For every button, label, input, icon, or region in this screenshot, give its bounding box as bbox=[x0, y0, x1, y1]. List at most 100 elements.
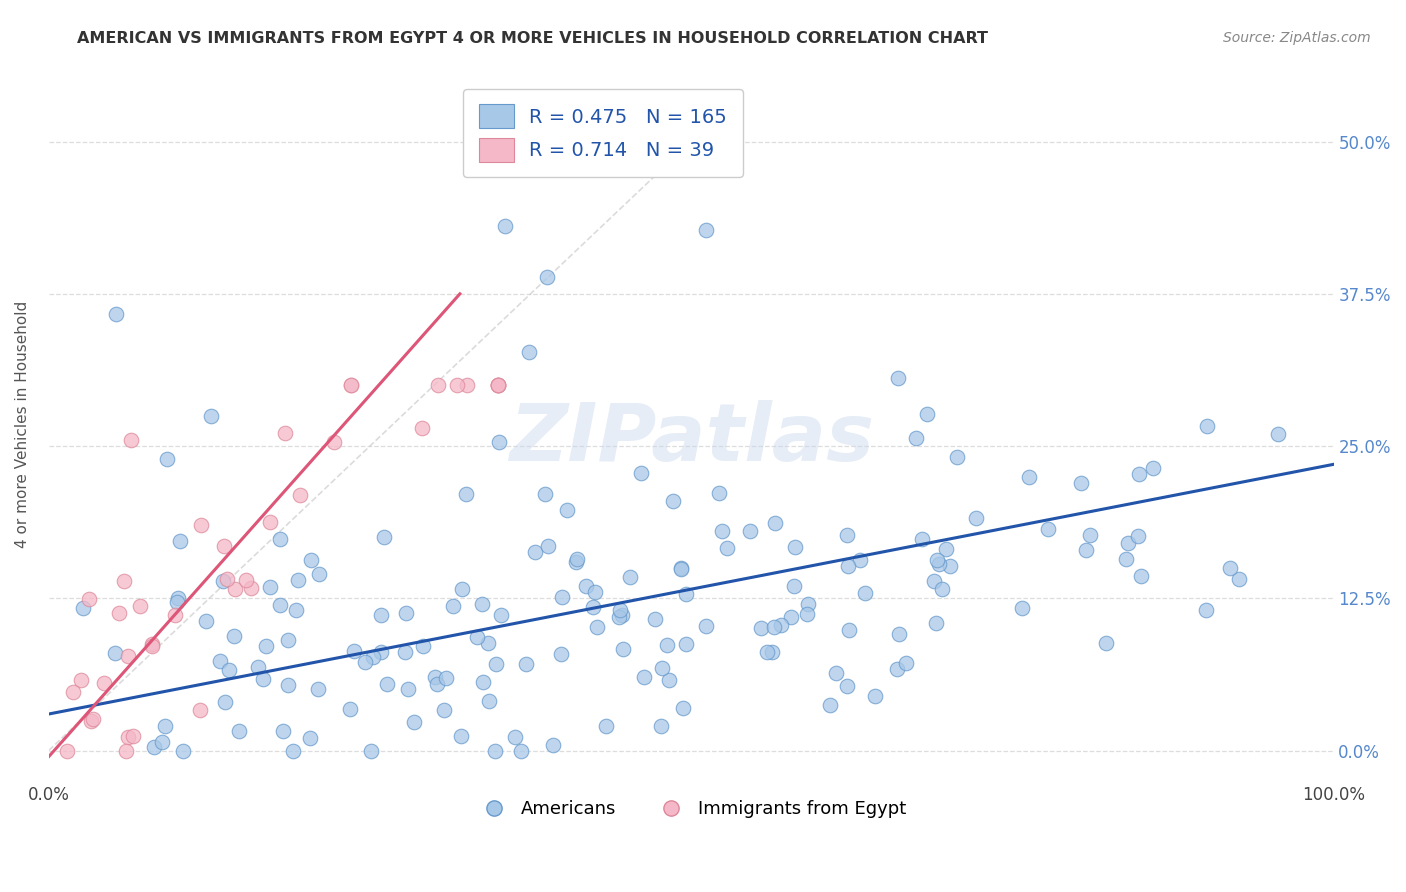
Point bbox=[610, 608, 633, 623]
Point bbox=[117, 648, 139, 663]
Point bbox=[925, 553, 948, 567]
Point bbox=[411, 421, 433, 435]
Point bbox=[612, 642, 634, 657]
Point bbox=[395, 607, 418, 621]
Point bbox=[517, 345, 540, 359]
Point bbox=[394, 645, 416, 659]
Point bbox=[256, 639, 278, 653]
Point bbox=[939, 558, 962, 573]
Point bbox=[343, 644, 366, 658]
Point bbox=[404, 714, 426, 729]
Point bbox=[115, 743, 138, 757]
Point bbox=[217, 572, 239, 586]
Point bbox=[1219, 561, 1241, 575]
Point bbox=[163, 607, 186, 622]
Point bbox=[212, 574, 235, 588]
Point bbox=[837, 559, 859, 574]
Point bbox=[141, 639, 163, 653]
Point bbox=[122, 729, 145, 743]
Point bbox=[433, 703, 456, 717]
Point bbox=[695, 619, 717, 633]
Point bbox=[274, 425, 297, 440]
Point bbox=[837, 679, 859, 693]
Point bbox=[228, 723, 250, 738]
Point bbox=[224, 582, 246, 596]
Point bbox=[361, 650, 384, 665]
Point bbox=[450, 582, 472, 596]
Point bbox=[848, 553, 870, 567]
Point bbox=[166, 591, 188, 605]
Point bbox=[536, 270, 558, 285]
Point bbox=[575, 579, 598, 593]
Point bbox=[503, 730, 526, 744]
Point bbox=[212, 540, 235, 554]
Point bbox=[762, 620, 785, 634]
Point bbox=[471, 597, 494, 611]
Point bbox=[711, 524, 734, 538]
Point bbox=[141, 637, 163, 651]
Point bbox=[77, 592, 100, 607]
Point bbox=[838, 623, 860, 637]
Text: Source: ZipAtlas.com: Source: ZipAtlas.com bbox=[1223, 31, 1371, 45]
Point bbox=[889, 627, 911, 641]
Point bbox=[284, 603, 307, 617]
Point bbox=[441, 599, 464, 614]
Point bbox=[235, 573, 257, 587]
Point bbox=[551, 590, 574, 604]
Point bbox=[194, 615, 217, 629]
Point bbox=[456, 487, 478, 501]
Point bbox=[662, 494, 685, 508]
Point bbox=[911, 532, 934, 546]
Point bbox=[62, 685, 84, 699]
Point bbox=[471, 674, 494, 689]
Point bbox=[396, 682, 419, 697]
Point bbox=[797, 597, 820, 611]
Legend: Americans, Immigrants from Egypt: Americans, Immigrants from Egypt bbox=[470, 793, 914, 825]
Point bbox=[946, 450, 969, 465]
Point bbox=[928, 557, 950, 571]
Point bbox=[222, 629, 245, 643]
Point bbox=[370, 645, 392, 659]
Point bbox=[783, 579, 806, 593]
Point bbox=[755, 645, 778, 659]
Point bbox=[373, 530, 395, 544]
Point bbox=[82, 713, 104, 727]
Point bbox=[299, 731, 322, 746]
Point bbox=[633, 670, 655, 684]
Point bbox=[104, 646, 127, 660]
Point bbox=[93, 676, 115, 690]
Point bbox=[112, 574, 135, 589]
Point bbox=[609, 603, 631, 617]
Point bbox=[465, 630, 488, 644]
Point bbox=[214, 695, 236, 709]
Point bbox=[72, 600, 94, 615]
Point bbox=[863, 690, 886, 704]
Point bbox=[169, 533, 191, 548]
Point bbox=[1080, 528, 1102, 542]
Point bbox=[423, 670, 446, 684]
Point bbox=[277, 633, 299, 648]
Point bbox=[290, 488, 312, 502]
Point bbox=[446, 378, 468, 392]
Point bbox=[666, 154, 689, 169]
Point bbox=[820, 698, 842, 713]
Point bbox=[935, 542, 957, 557]
Point bbox=[426, 677, 449, 691]
Point bbox=[259, 515, 281, 529]
Point bbox=[796, 607, 818, 622]
Point bbox=[931, 582, 953, 596]
Point bbox=[853, 586, 876, 600]
Point bbox=[477, 694, 499, 708]
Point bbox=[1194, 603, 1216, 617]
Point bbox=[761, 645, 783, 659]
Point bbox=[1116, 536, 1139, 550]
Point bbox=[537, 539, 560, 553]
Point bbox=[259, 580, 281, 594]
Point bbox=[607, 609, 630, 624]
Point bbox=[434, 671, 457, 685]
Point bbox=[565, 555, 588, 569]
Point bbox=[1128, 528, 1150, 542]
Point bbox=[709, 486, 731, 500]
Point bbox=[904, 431, 927, 445]
Point bbox=[541, 738, 564, 752]
